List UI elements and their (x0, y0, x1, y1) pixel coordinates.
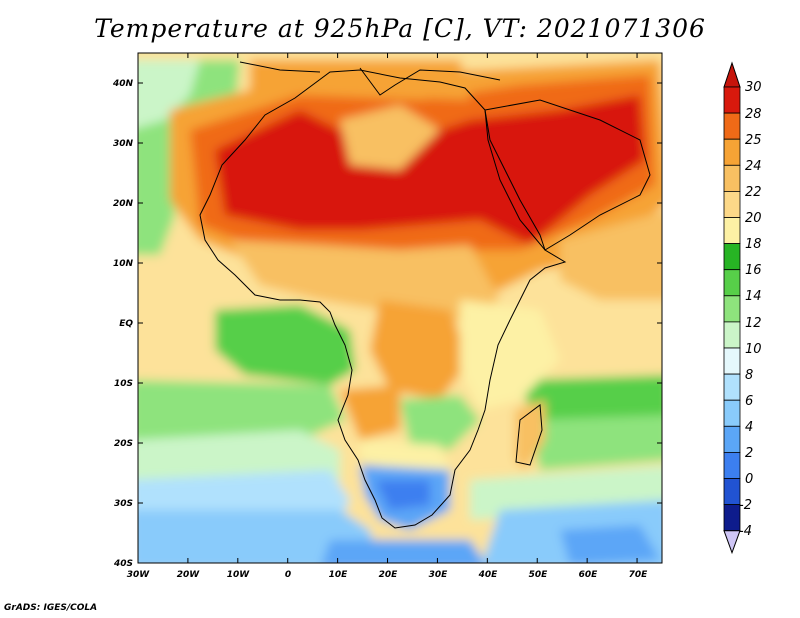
cb-label-28: 28 (745, 107, 762, 122)
x-tick-10w: 10W (227, 570, 251, 580)
madagascar-warm (515, 400, 545, 470)
colorbar-top-arrow (723, 61, 741, 88)
congo-warm (370, 300, 470, 400)
y-tick-eq: EQ (119, 319, 133, 329)
x-axis-labels: 30W 20W 10W 0 10E 20E 30E 40E 50E 60E 70… (127, 570, 648, 580)
x-tick-30w: 30W (127, 570, 151, 580)
arabia-outline (484, 99, 651, 251)
south-africa-deepblue (375, 480, 430, 510)
x-tick-40e: 40E (478, 570, 499, 580)
colorbar-segment (723, 243, 741, 271)
colorbar-segment (723, 164, 741, 192)
y-tick-30s: 30S (114, 499, 133, 509)
cb-label-neg4: -4 (739, 524, 752, 539)
axis-ticks (137, 53, 662, 564)
cb-label-18: 18 (745, 237, 762, 252)
colorbar-segment (723, 269, 741, 297)
south-ocean-blue (322, 540, 486, 563)
colorbar (723, 61, 741, 555)
arabian-sea-warm (560, 212, 662, 300)
cb-label-2: 2 (745, 446, 753, 461)
cb-label-0: 0 (745, 472, 753, 487)
temperature-field (138, 53, 662, 563)
cb-label-20: 20 (745, 211, 762, 226)
cb-label-22: 22 (745, 185, 762, 200)
cb-label-24: 24 (745, 159, 762, 174)
y-tick-10s: 10S (114, 379, 133, 389)
africa-coastline (199, 69, 567, 529)
map-title: Temperature at 925hPa [C], VT: 202107130… (94, 14, 706, 43)
colorbar-segment (723, 295, 741, 323)
y-tick-20s: 20S (114, 439, 133, 449)
madagascar-outline (515, 404, 543, 466)
colorbar-segment (723, 478, 741, 506)
cb-label-25: 25 (745, 133, 762, 148)
colorbar-segment (723, 504, 741, 532)
colorbar-segment (723, 451, 741, 479)
east-africa-mild (460, 300, 560, 410)
cb-label-30: 30 (745, 80, 762, 95)
x-tick-50e: 50E (529, 570, 549, 580)
colorbar-segment (723, 321, 741, 349)
colorbar-segment (723, 217, 741, 245)
y-tick-30n: 30N (113, 139, 134, 149)
southern-africa-green (400, 395, 480, 450)
x-tick-10e: 10E (329, 570, 349, 580)
colorbar-segment (723, 112, 741, 140)
kalahari-mild (360, 440, 450, 470)
x-tick-70e: 70E (629, 570, 649, 580)
indian-ocean-lightgreen (530, 415, 662, 470)
cb-label-10: 10 (745, 342, 762, 357)
cb-label-8: 8 (745, 368, 753, 383)
colorbar-segment (723, 347, 741, 375)
x-tick-60e: 60E (579, 570, 599, 580)
indian-ocean-green (520, 375, 662, 430)
indian-ocean-deepblue (560, 525, 660, 563)
y-tick-10n: 10N (113, 259, 134, 269)
colorbar-segment (723, 86, 741, 114)
y-tick-40n: 40N (112, 79, 134, 89)
y-axis-labels: 40N 30N 20N 10N EQ 10S 20S 30S 40S (112, 79, 134, 569)
colorbar-segment (723, 399, 741, 427)
grads-credit: GrADS: IGES/COLA (4, 603, 98, 613)
colorbar-bottom-arrow (723, 530, 741, 555)
colorbar-labels: 30 28 25 24 22 20 18 16 14 12 10 8 6 4 2… (739, 80, 762, 539)
atlas-cooler (340, 105, 440, 170)
map-frame (137, 52, 663, 564)
angola-warm (340, 385, 400, 440)
gulf-green (215, 305, 355, 385)
y-tick-20n: 20N (113, 199, 134, 209)
coastlines (199, 61, 651, 529)
colorbar-segment (723, 190, 741, 218)
colorbar-segment (723, 138, 741, 166)
x-tick-20w: 20W (177, 570, 201, 580)
colorbar-segment (723, 373, 741, 401)
atlantic-north-light (138, 60, 200, 128)
cb-label-12: 12 (745, 316, 762, 331)
cb-label-4: 4 (745, 420, 753, 435)
x-tick-0: 0 (285, 570, 291, 580)
cb-label-16: 16 (745, 263, 762, 278)
colorbar-segment (723, 425, 741, 453)
europe-coast (239, 61, 501, 96)
cb-label-14: 14 (745, 289, 762, 304)
cb-label-6: 6 (745, 394, 753, 409)
cb-label-neg2: -2 (739, 498, 752, 513)
sahara-hottest (215, 95, 645, 245)
x-tick-20e: 20E (379, 570, 399, 580)
south-atlantic-blue (138, 510, 379, 563)
y-tick-40s: 40S (113, 559, 133, 569)
x-tick-30e: 30E (429, 570, 449, 580)
